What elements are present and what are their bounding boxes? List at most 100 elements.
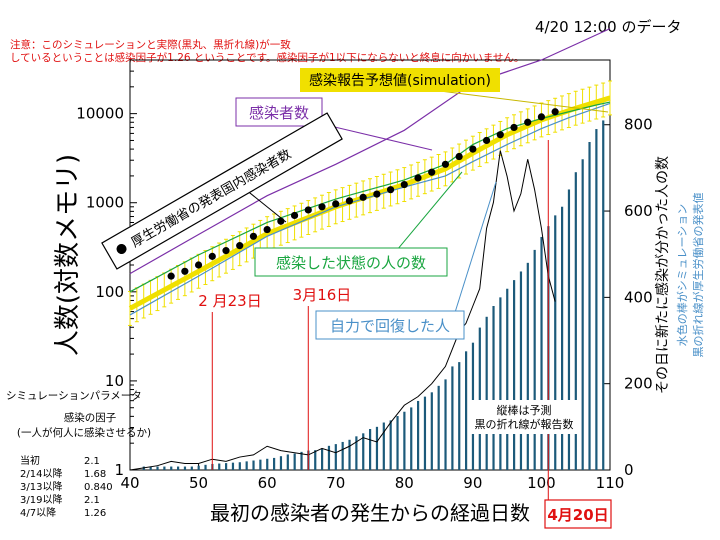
reported-markers — [167, 108, 559, 280]
y-axis-left-title: 人数(対数メモリ) — [53, 154, 83, 356]
prediction-bar — [519, 271, 523, 470]
prediction-bar — [177, 466, 180, 470]
prediction-bar — [465, 351, 468, 470]
reported-marker — [414, 174, 422, 182]
prediction-bar — [231, 462, 235, 470]
params-table: 当初 2.1 2/14以降 1.68 3/13以降 0.840 3/19以降 2.1 4/7以降… — [20, 454, 113, 519]
recovered-box — [315, 310, 465, 340]
prediction-bar — [444, 379, 447, 470]
simulation-band — [128, 80, 612, 326]
reported-marker — [263, 225, 271, 234]
reported-marker — [386, 186, 395, 194]
reported-marker — [304, 206, 312, 214]
prediction-bar — [238, 462, 241, 470]
reported-marker — [236, 242, 244, 250]
infected-state-box — [254, 247, 448, 277]
prediction-bar — [581, 159, 584, 470]
reported-marker — [208, 252, 216, 260]
reported-marker — [441, 160, 450, 168]
param-label: 当初 — [20, 454, 40, 467]
mhlw-box-group: 厚生労働省の発表国内感染者数 — [101, 112, 343, 270]
y-right-tick-label: 400 — [624, 288, 653, 306]
recovered-pointer — [451, 181, 497, 323]
x-axis-title: 最初の感染者の発生からの経過日数 — [210, 501, 530, 525]
mhlw-box-marker — [116, 244, 127, 254]
prediction-bar — [273, 457, 276, 470]
x-tick-label: 70 — [326, 474, 345, 492]
prediction-bar — [190, 466, 193, 470]
prediction-bar — [369, 429, 372, 470]
y-right-tick-label: 600 — [624, 202, 653, 220]
prediction-bar — [396, 416, 399, 470]
prediction-bar — [197, 465, 200, 470]
reported-marker — [318, 203, 326, 211]
prediction-bar — [156, 466, 159, 470]
infected-pointer — [321, 123, 433, 151]
y-left-tick-label: 10 — [105, 372, 124, 390]
prediction-bar — [595, 129, 598, 471]
reported-marker — [524, 118, 532, 126]
prediction-bar — [602, 120, 605, 470]
y-right-tick-label: 200 — [624, 375, 653, 393]
reported-marker — [222, 247, 230, 255]
reported-marker — [167, 272, 175, 280]
reported-marker — [400, 180, 408, 189]
prediction-bar — [588, 142, 591, 470]
reported-marker — [510, 123, 518, 132]
param-value: 2.1 — [84, 495, 100, 506]
prediction-bar — [478, 327, 481, 470]
prediction-bar — [163, 466, 166, 470]
reported-marker — [194, 261, 203, 269]
param-label: 3/13以降 — [20, 480, 62, 493]
infected-state-pointer — [391, 171, 463, 257]
reported-marker — [345, 197, 354, 205]
param-label: 3/19以降 — [20, 493, 62, 506]
infected-state-box-label: 感染した状態の人の数 — [276, 254, 426, 272]
mhlw-box — [101, 112, 343, 270]
prediction-bar — [245, 461, 248, 470]
reported-marker — [249, 232, 258, 240]
prediction-bar — [348, 439, 351, 470]
reported-marker — [551, 108, 559, 116]
param-label: 4/7以降 — [20, 506, 56, 519]
prediction-bar — [458, 362, 461, 470]
bar-note-line-1: 縦棒は予測 — [497, 403, 552, 417]
prediction-bar — [437, 385, 440, 470]
prediction-bar — [355, 436, 358, 470]
params-title: シミュレーションパラメータ — [6, 390, 142, 402]
y-left-tick-label: 1000 — [86, 194, 124, 212]
date-apr20-box — [544, 499, 612, 529]
reported-marker — [359, 193, 367, 201]
prediction-bar — [403, 411, 406, 470]
recovered-line — [129, 102, 611, 316]
prediction-bar — [341, 441, 344, 470]
prediction-bar — [451, 366, 454, 470]
param-label: 2/14以降 — [20, 467, 62, 480]
date-label: 4/20 12:00 のデータ — [535, 18, 681, 36]
bar-note-box — [468, 400, 580, 434]
prediction-bar — [423, 396, 427, 470]
prediction-bar — [266, 458, 269, 470]
prediction-bar — [170, 466, 173, 470]
prediction-bar — [485, 316, 488, 470]
prediction-bar — [252, 460, 255, 470]
reported-daily-line — [129, 150, 556, 471]
prediction-bar — [327, 445, 331, 470]
simulation-box-label: 感染報告予想値(simulation) — [309, 72, 491, 89]
x-tick-label: 100 — [527, 474, 556, 492]
note-line-1: 注意：このシミュレーションと実際(黒丸、黒折れ線)が一致 — [10, 38, 291, 51]
x-tick-label: 80 — [395, 474, 414, 492]
prediction-bar — [321, 448, 324, 470]
y-axis-right-subtitle-1: 水色の棒がシミュレーション — [675, 204, 689, 347]
x-tick-label: 60 — [258, 474, 277, 492]
prediction-bar — [389, 420, 392, 470]
prediction-bar — [430, 392, 433, 470]
date-marker-lines — [211, 140, 549, 502]
reported-marker — [290, 211, 299, 220]
prediction-bar — [218, 463, 221, 470]
prediction-bar — [382, 422, 385, 470]
param-value: 1.26 — [84, 508, 106, 519]
reported-marker — [332, 200, 340, 208]
param-value: 0.840 — [84, 482, 113, 493]
